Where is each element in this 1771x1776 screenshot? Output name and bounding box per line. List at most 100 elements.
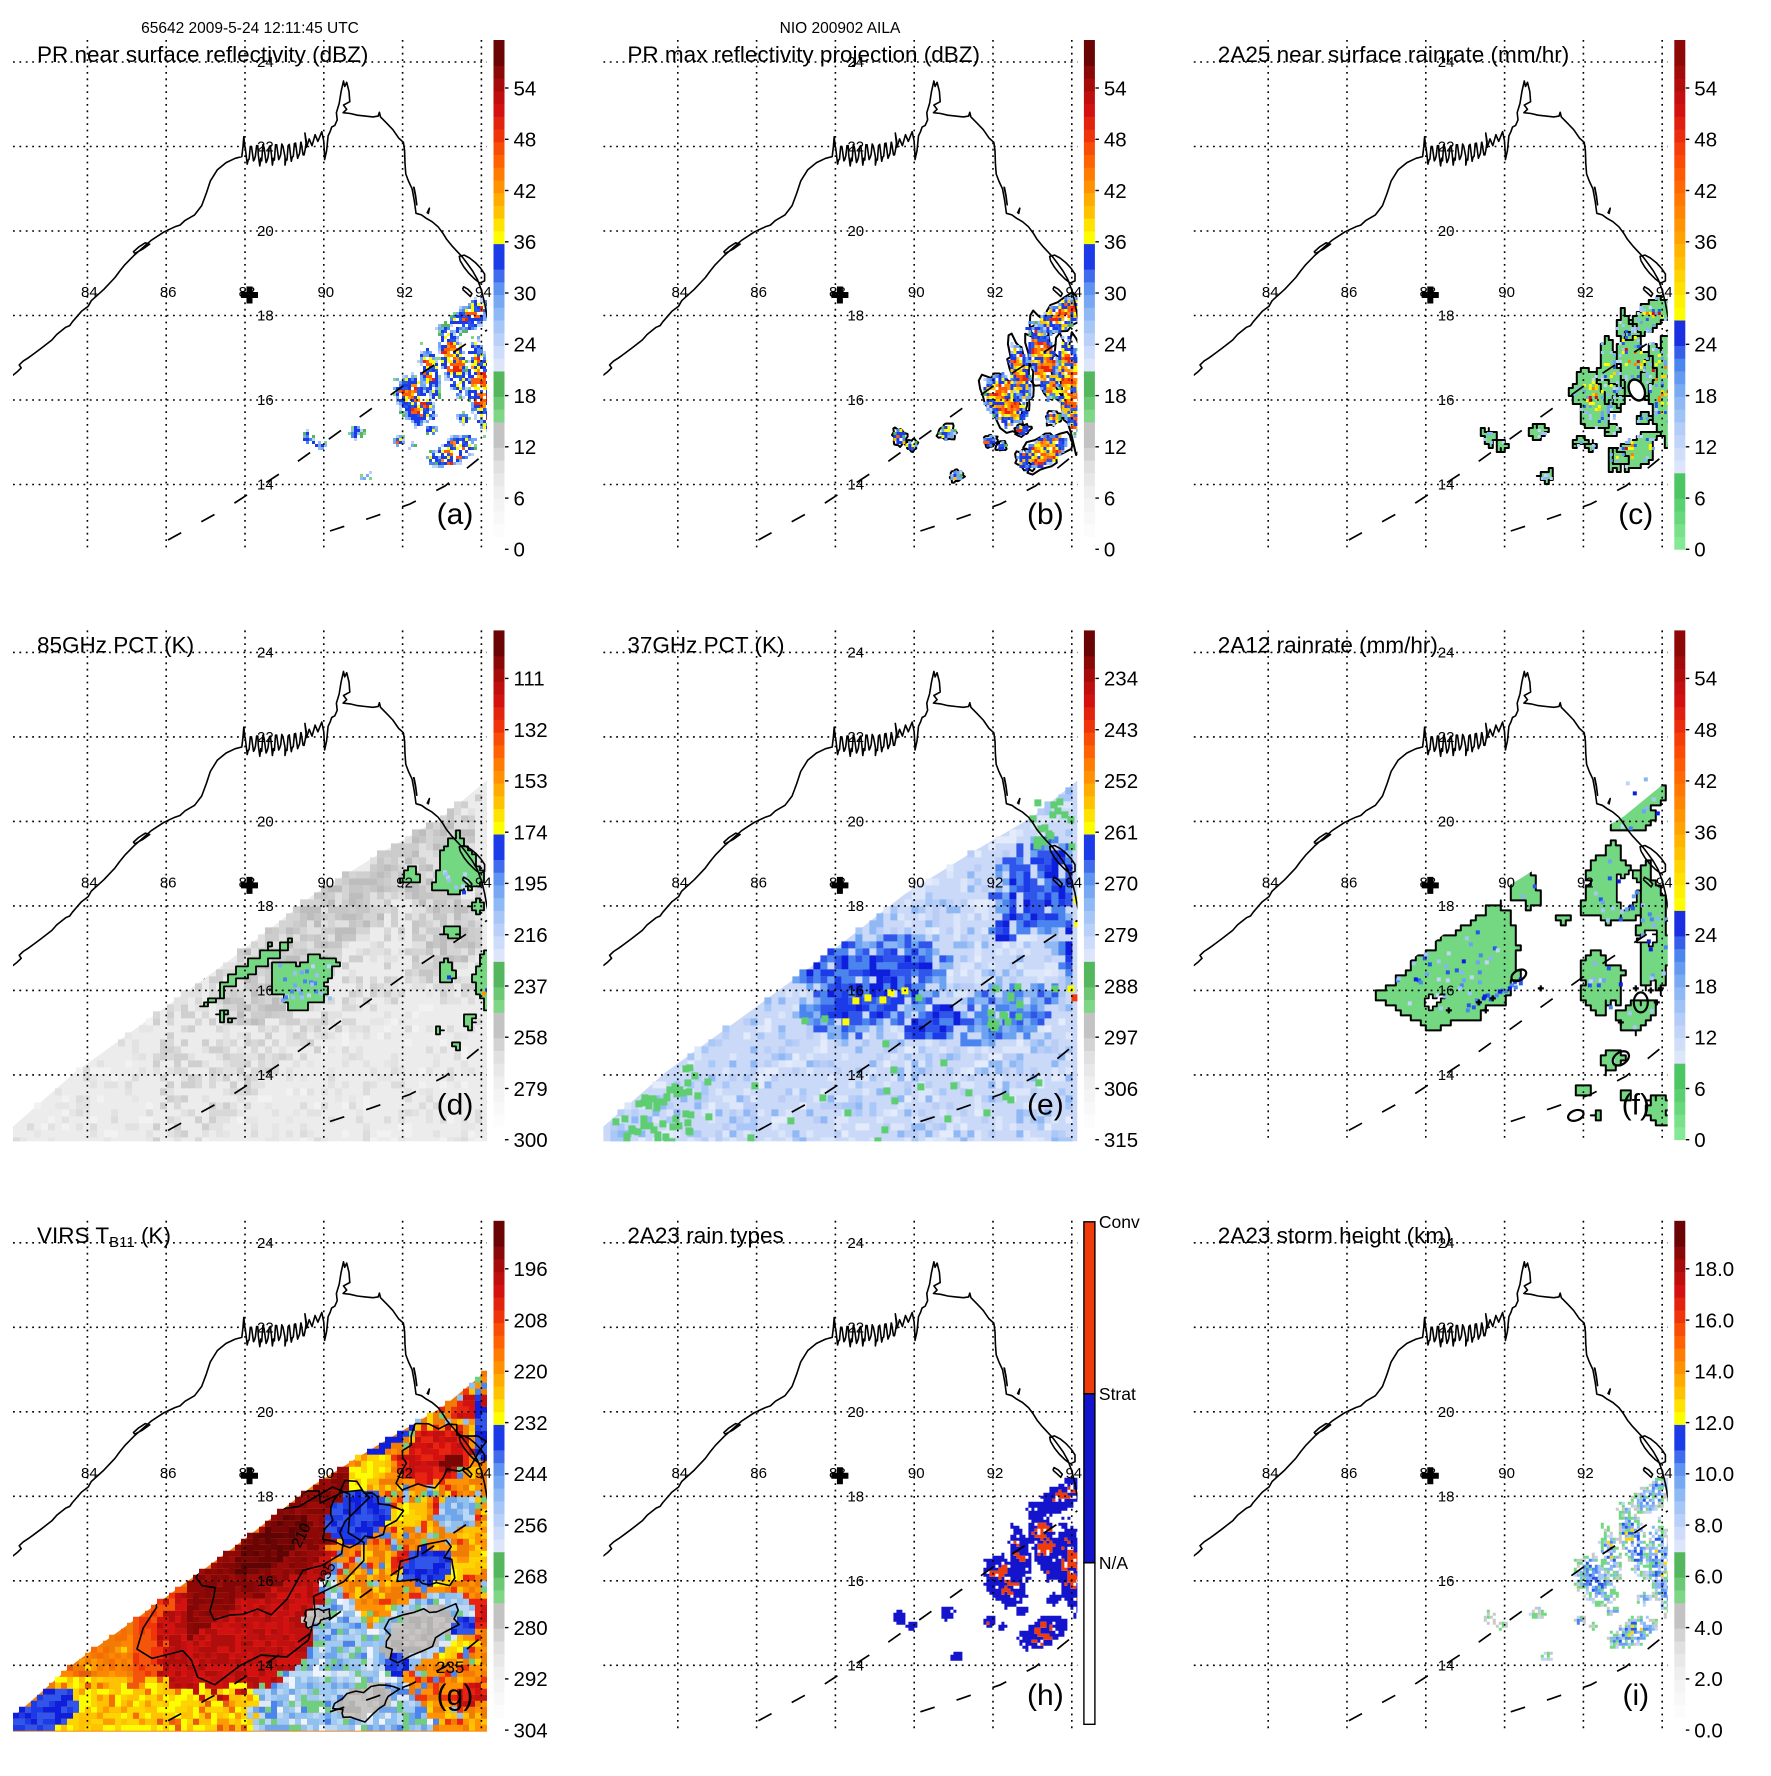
svg-text:6: 6 xyxy=(1104,487,1115,510)
svg-text:30: 30 xyxy=(1694,282,1717,305)
svg-text:6: 6 xyxy=(1694,487,1705,510)
svg-text:297: 297 xyxy=(1104,1027,1138,1050)
svg-text:288: 288 xyxy=(1104,975,1138,998)
svg-text:10.0: 10.0 xyxy=(1694,1463,1734,1486)
svg-text:220: 220 xyxy=(514,1361,548,1384)
svg-text:36: 36 xyxy=(514,231,537,254)
svg-text:261: 261 xyxy=(1104,822,1138,845)
svg-text:(e): (e) xyxy=(1027,1088,1064,1121)
svg-text:2A12 rainrate (mm/hr): 2A12 rainrate (mm/hr) xyxy=(1218,632,1438,657)
svg-text:279: 279 xyxy=(1104,924,1138,947)
svg-text:216: 216 xyxy=(514,924,548,947)
svg-text:14.0: 14.0 xyxy=(1694,1361,1734,1384)
svg-text:153: 153 xyxy=(514,770,548,793)
svg-text:12.0: 12.0 xyxy=(1694,1412,1734,1435)
svg-text:36: 36 xyxy=(1694,822,1717,845)
svg-text:6.0: 6.0 xyxy=(1694,1566,1723,1589)
svg-text:18.0: 18.0 xyxy=(1694,1258,1734,1281)
svg-text:NIO 200902 AILA: NIO 200902 AILA xyxy=(780,20,901,37)
svg-text:24: 24 xyxy=(1104,334,1127,357)
svg-text:18: 18 xyxy=(514,385,537,408)
svg-text:244: 244 xyxy=(514,1463,548,1486)
svg-text:256: 256 xyxy=(514,1514,548,1537)
svg-text:24: 24 xyxy=(1694,334,1717,357)
svg-text:235: 235 xyxy=(436,1658,464,1677)
svg-text:30: 30 xyxy=(514,282,537,305)
svg-text:(b): (b) xyxy=(1027,498,1064,531)
svg-text:PR near surface reflectivity (: PR near surface reflectivity (dBZ) xyxy=(37,42,368,67)
svg-text:2A23 storm height (km): 2A23 storm height (km) xyxy=(1218,1223,1452,1248)
svg-text:54: 54 xyxy=(1104,77,1127,100)
svg-text:30: 30 xyxy=(1104,282,1127,305)
svg-text:268: 268 xyxy=(514,1566,548,1589)
svg-text:4.0: 4.0 xyxy=(1694,1617,1723,1640)
svg-text:(f): (f) xyxy=(1622,1088,1650,1121)
svg-text:243: 243 xyxy=(1104,719,1138,742)
svg-text:18: 18 xyxy=(1694,385,1717,408)
svg-text:315: 315 xyxy=(1104,1129,1138,1152)
svg-text:195: 195 xyxy=(514,873,548,896)
svg-text:42: 42 xyxy=(1104,180,1127,203)
svg-text:2A23 rain types: 2A23 rain types xyxy=(627,1223,783,1248)
svg-text:208: 208 xyxy=(514,1309,548,1332)
svg-text:8.0: 8.0 xyxy=(1694,1514,1723,1537)
svg-text:54: 54 xyxy=(514,77,537,100)
svg-text:37GHz PCT (K): 37GHz PCT (K) xyxy=(627,632,784,657)
svg-text:174: 174 xyxy=(514,822,548,845)
svg-text:292: 292 xyxy=(514,1668,548,1691)
svg-text:6: 6 xyxy=(514,487,525,510)
svg-text:6: 6 xyxy=(1694,1078,1705,1101)
svg-text:2.0: 2.0 xyxy=(1694,1668,1723,1691)
svg-text:(h): (h) xyxy=(1027,1679,1064,1712)
svg-text:42: 42 xyxy=(1694,770,1717,793)
svg-text:48: 48 xyxy=(1104,129,1127,152)
svg-text:N/A: N/A xyxy=(1099,1553,1129,1573)
svg-text:54: 54 xyxy=(1694,668,1717,691)
svg-text:0: 0 xyxy=(514,539,525,562)
svg-text:132: 132 xyxy=(514,719,548,742)
svg-text:252: 252 xyxy=(1104,770,1138,793)
svg-text:48: 48 xyxy=(1694,129,1717,152)
svg-text:279: 279 xyxy=(514,1078,548,1101)
svg-text:65642 2009-5-24 12:11:45 UTC: 65642 2009-5-24 12:11:45 UTC xyxy=(141,20,359,37)
svg-text:48: 48 xyxy=(1694,719,1717,742)
svg-text:0.0: 0.0 xyxy=(1694,1719,1723,1742)
svg-text:280: 280 xyxy=(514,1617,548,1640)
svg-text:48: 48 xyxy=(514,129,537,152)
svg-text:2A25 near surface rainrate (mm: 2A25 near surface rainrate (mm/hr) xyxy=(1218,42,1569,67)
svg-text:36: 36 xyxy=(1694,231,1717,254)
svg-text:196: 196 xyxy=(514,1258,548,1281)
svg-text:258: 258 xyxy=(514,1027,548,1050)
svg-text:0: 0 xyxy=(1694,1129,1705,1152)
svg-text:18: 18 xyxy=(1104,385,1127,408)
svg-text:304: 304 xyxy=(514,1719,548,1742)
svg-text:(i): (i) xyxy=(1622,1679,1649,1712)
svg-text:12: 12 xyxy=(1694,436,1717,459)
svg-text:VIRS TB11 (K): VIRS TB11 (K) xyxy=(37,1223,171,1251)
svg-text:24: 24 xyxy=(514,334,537,357)
svg-text:(a): (a) xyxy=(437,498,474,531)
svg-text:12: 12 xyxy=(1104,436,1127,459)
svg-text:18: 18 xyxy=(1694,975,1717,998)
svg-text:0: 0 xyxy=(1104,539,1115,562)
svg-text:234: 234 xyxy=(1104,668,1138,691)
svg-text:(g): (g) xyxy=(437,1679,474,1712)
svg-text:16.0: 16.0 xyxy=(1694,1309,1734,1332)
svg-text:30: 30 xyxy=(1694,873,1717,896)
svg-text:42: 42 xyxy=(514,180,537,203)
svg-text:Strat: Strat xyxy=(1099,1384,1136,1404)
svg-text:237: 237 xyxy=(514,975,548,998)
svg-text:12: 12 xyxy=(514,436,537,459)
svg-text:111: 111 xyxy=(514,668,545,691)
svg-text:12: 12 xyxy=(1694,1027,1717,1050)
svg-text:270: 270 xyxy=(1104,873,1138,896)
svg-text:42: 42 xyxy=(1694,180,1717,203)
svg-text:36: 36 xyxy=(1104,231,1127,254)
svg-text:PR max reflectivity projection: PR max reflectivity projection (dBZ) xyxy=(627,42,980,67)
svg-text:0: 0 xyxy=(1694,539,1705,562)
svg-text:306: 306 xyxy=(1104,1078,1138,1101)
svg-text:232: 232 xyxy=(514,1412,548,1435)
svg-text:24: 24 xyxy=(1694,924,1717,947)
svg-text:300: 300 xyxy=(514,1129,548,1152)
svg-text:Conv: Conv xyxy=(1099,1212,1140,1232)
